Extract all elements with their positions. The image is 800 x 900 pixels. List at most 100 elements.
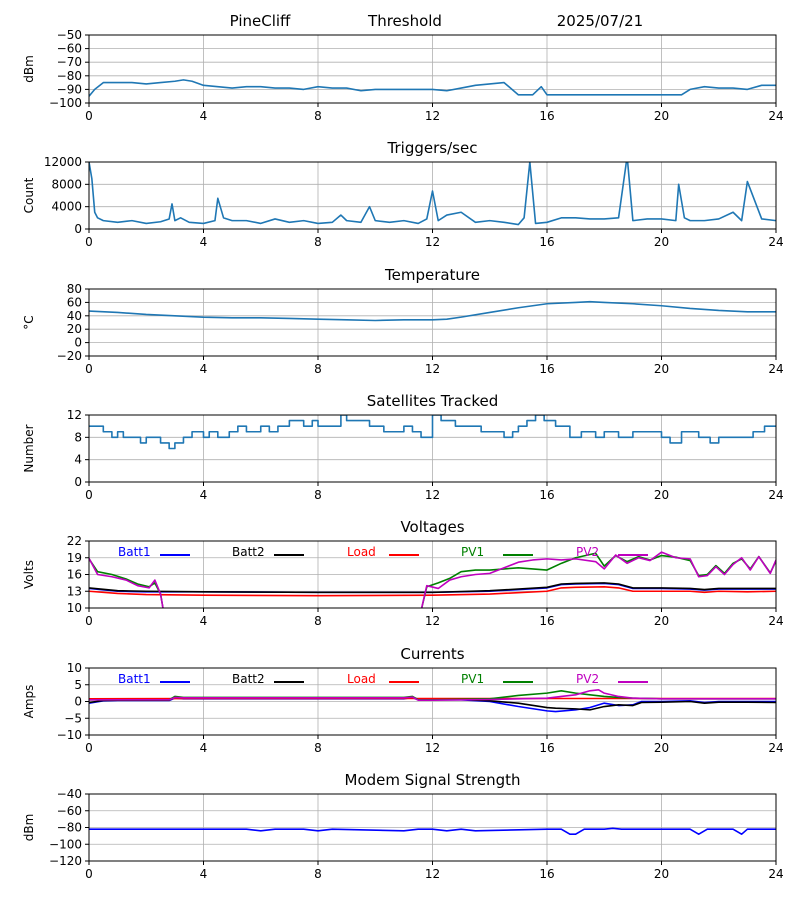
x-tick-label: 16 [539,741,554,755]
y-tick-label: −20 [57,349,82,363]
plot-area [89,827,776,836]
x-tick-label: 16 [539,867,554,881]
y-tick-label: 22 [67,534,82,548]
y-tick-label: 40 [67,309,82,323]
series-line-0 [89,827,776,836]
y-tick-label: −60 [57,42,82,56]
y-axis-label: Volts [22,560,36,589]
y-axis-label: Amps [22,685,36,719]
series-line-pv2 [89,551,776,608]
x-tick-label: 16 [539,488,554,502]
series-line-pv2 [89,688,776,701]
y-axis-label: Number [22,424,36,472]
y-tick-label: 10 [67,601,82,615]
y-axis-label: dBm [22,55,36,83]
x-tick-label: 16 [539,362,554,376]
x-tick-label: 20 [654,235,669,249]
legend-label-batt2: Batt2 [232,545,265,559]
y-tick-label: 10 [67,661,82,675]
x-tick-label: 24 [768,488,783,502]
y-tick-label: −120 [49,854,82,868]
chart-panels: 0 4 8 12 16 20 24−100−90−80−70−60−50dBmTrigger… [22,28,784,881]
y-tick-label: −70 [57,55,82,69]
y-axis-label: dBm [22,814,36,842]
chart-panel-6: Modem Signal Strength 0 4 8 12 16 20 24 −120 −100… [22,771,784,881]
legend-label-pv1: PV1 [461,545,484,559]
y-tick-label: 0 [74,475,82,489]
y-tick-label: 4000 [51,200,82,214]
x-tick-label: 20 [654,867,669,881]
x-tick-label: 4 [200,109,208,123]
x-tick-label: 20 [654,741,669,755]
x-tick-label: 16 [539,614,554,628]
plot-area [89,162,776,226]
x-tick-label: 12 [425,235,440,249]
chart-panel-3: Satellites Tracked 0 4 8 12 16 20 24 0 4 8 12 Number [22,392,784,502]
x-tick-label: 12 [425,488,440,502]
x-tick-label: 0 [85,614,93,628]
y-tick-label: −50 [57,28,82,42]
y-tick-label: −100 [49,96,82,110]
x-tick-label: 12 [425,867,440,881]
x-tick-label: 24 [768,867,783,881]
legend-label-load: Load [347,672,376,686]
chart-panel-5: Currents 0 4 8 12 16 20 24 −10 −5 0 5 10 Amps Batt1 Bat… [22,645,784,755]
x-tick-label: 0 [85,362,93,376]
chart-title: Satellites Tracked [367,392,498,410]
y-tick-label: −90 [57,82,82,96]
plot-area [89,300,776,322]
series-line-0 [89,415,776,450]
x-tick-label: 24 [768,741,783,755]
x-tick-label: 8 [314,235,322,249]
y-tick-label: 5 [74,678,82,692]
x-tick-label: 0 [85,741,93,755]
x-tick-label: 24 [768,614,783,628]
x-tick-label: 8 [314,109,322,123]
series-line-0 [89,162,776,226]
legend-label-pv1: PV1 [461,672,484,686]
y-tick-label: 4 [74,453,82,467]
y-tick-label: −100 [49,837,82,851]
y-tick-label: 8000 [51,177,82,191]
legend-label-pv2: PV2 [576,672,599,686]
x-tick-label: 4 [200,235,208,249]
y-tick-label: −60 [57,804,82,818]
x-tick-label: 24 [768,235,783,249]
series-line-batt2 [89,582,776,594]
y-tick-label: −5 [64,711,82,725]
x-tick-label: 20 [654,109,669,123]
chart-title: Triggers/sec [387,139,478,157]
x-tick-label: 12 [425,614,440,628]
x-tick-label: 16 [539,235,554,249]
y-axis-label: Count [22,177,36,213]
legend-label-batt1: Batt1 [118,545,151,559]
x-tick-label: 4 [200,362,208,376]
y-tick-label: 0 [74,222,82,236]
header-station: PineCliff [230,12,291,30]
header-date: 2025/07/21 [557,12,643,30]
legend-label-batt2: Batt2 [232,672,265,686]
series-line-0 [89,79,776,97]
y-tick-label: 16 [67,568,82,582]
y-tick-label: 8 [74,430,82,444]
chart-title: Modem Signal Strength [345,771,521,789]
y-tick-label: 0 [74,695,82,709]
x-tick-label: 24 [768,109,783,123]
y-tick-label: 12000 [44,155,82,169]
legend-label-batt1: Batt1 [118,672,151,686]
chart-panel-0: 0 4 8 12 16 20 24 −100−90−80−70−60−50 dBm [22,28,784,123]
x-tick-label: 20 [654,362,669,376]
y-tick-label: −10 [57,728,82,742]
y-tick-label: 12 [67,408,82,422]
y-tick-label: 80 [67,282,82,296]
legend-label-pv2: PV2 [576,545,599,559]
x-tick-label: 0 [85,109,93,123]
x-tick-label: 4 [200,867,208,881]
chart-title: Currents [400,645,464,663]
x-tick-label: 0 [85,235,93,249]
y-tick-label: 60 [67,295,82,309]
legend-label-load: Load [347,545,376,559]
x-tick-label: 0 [85,867,93,881]
